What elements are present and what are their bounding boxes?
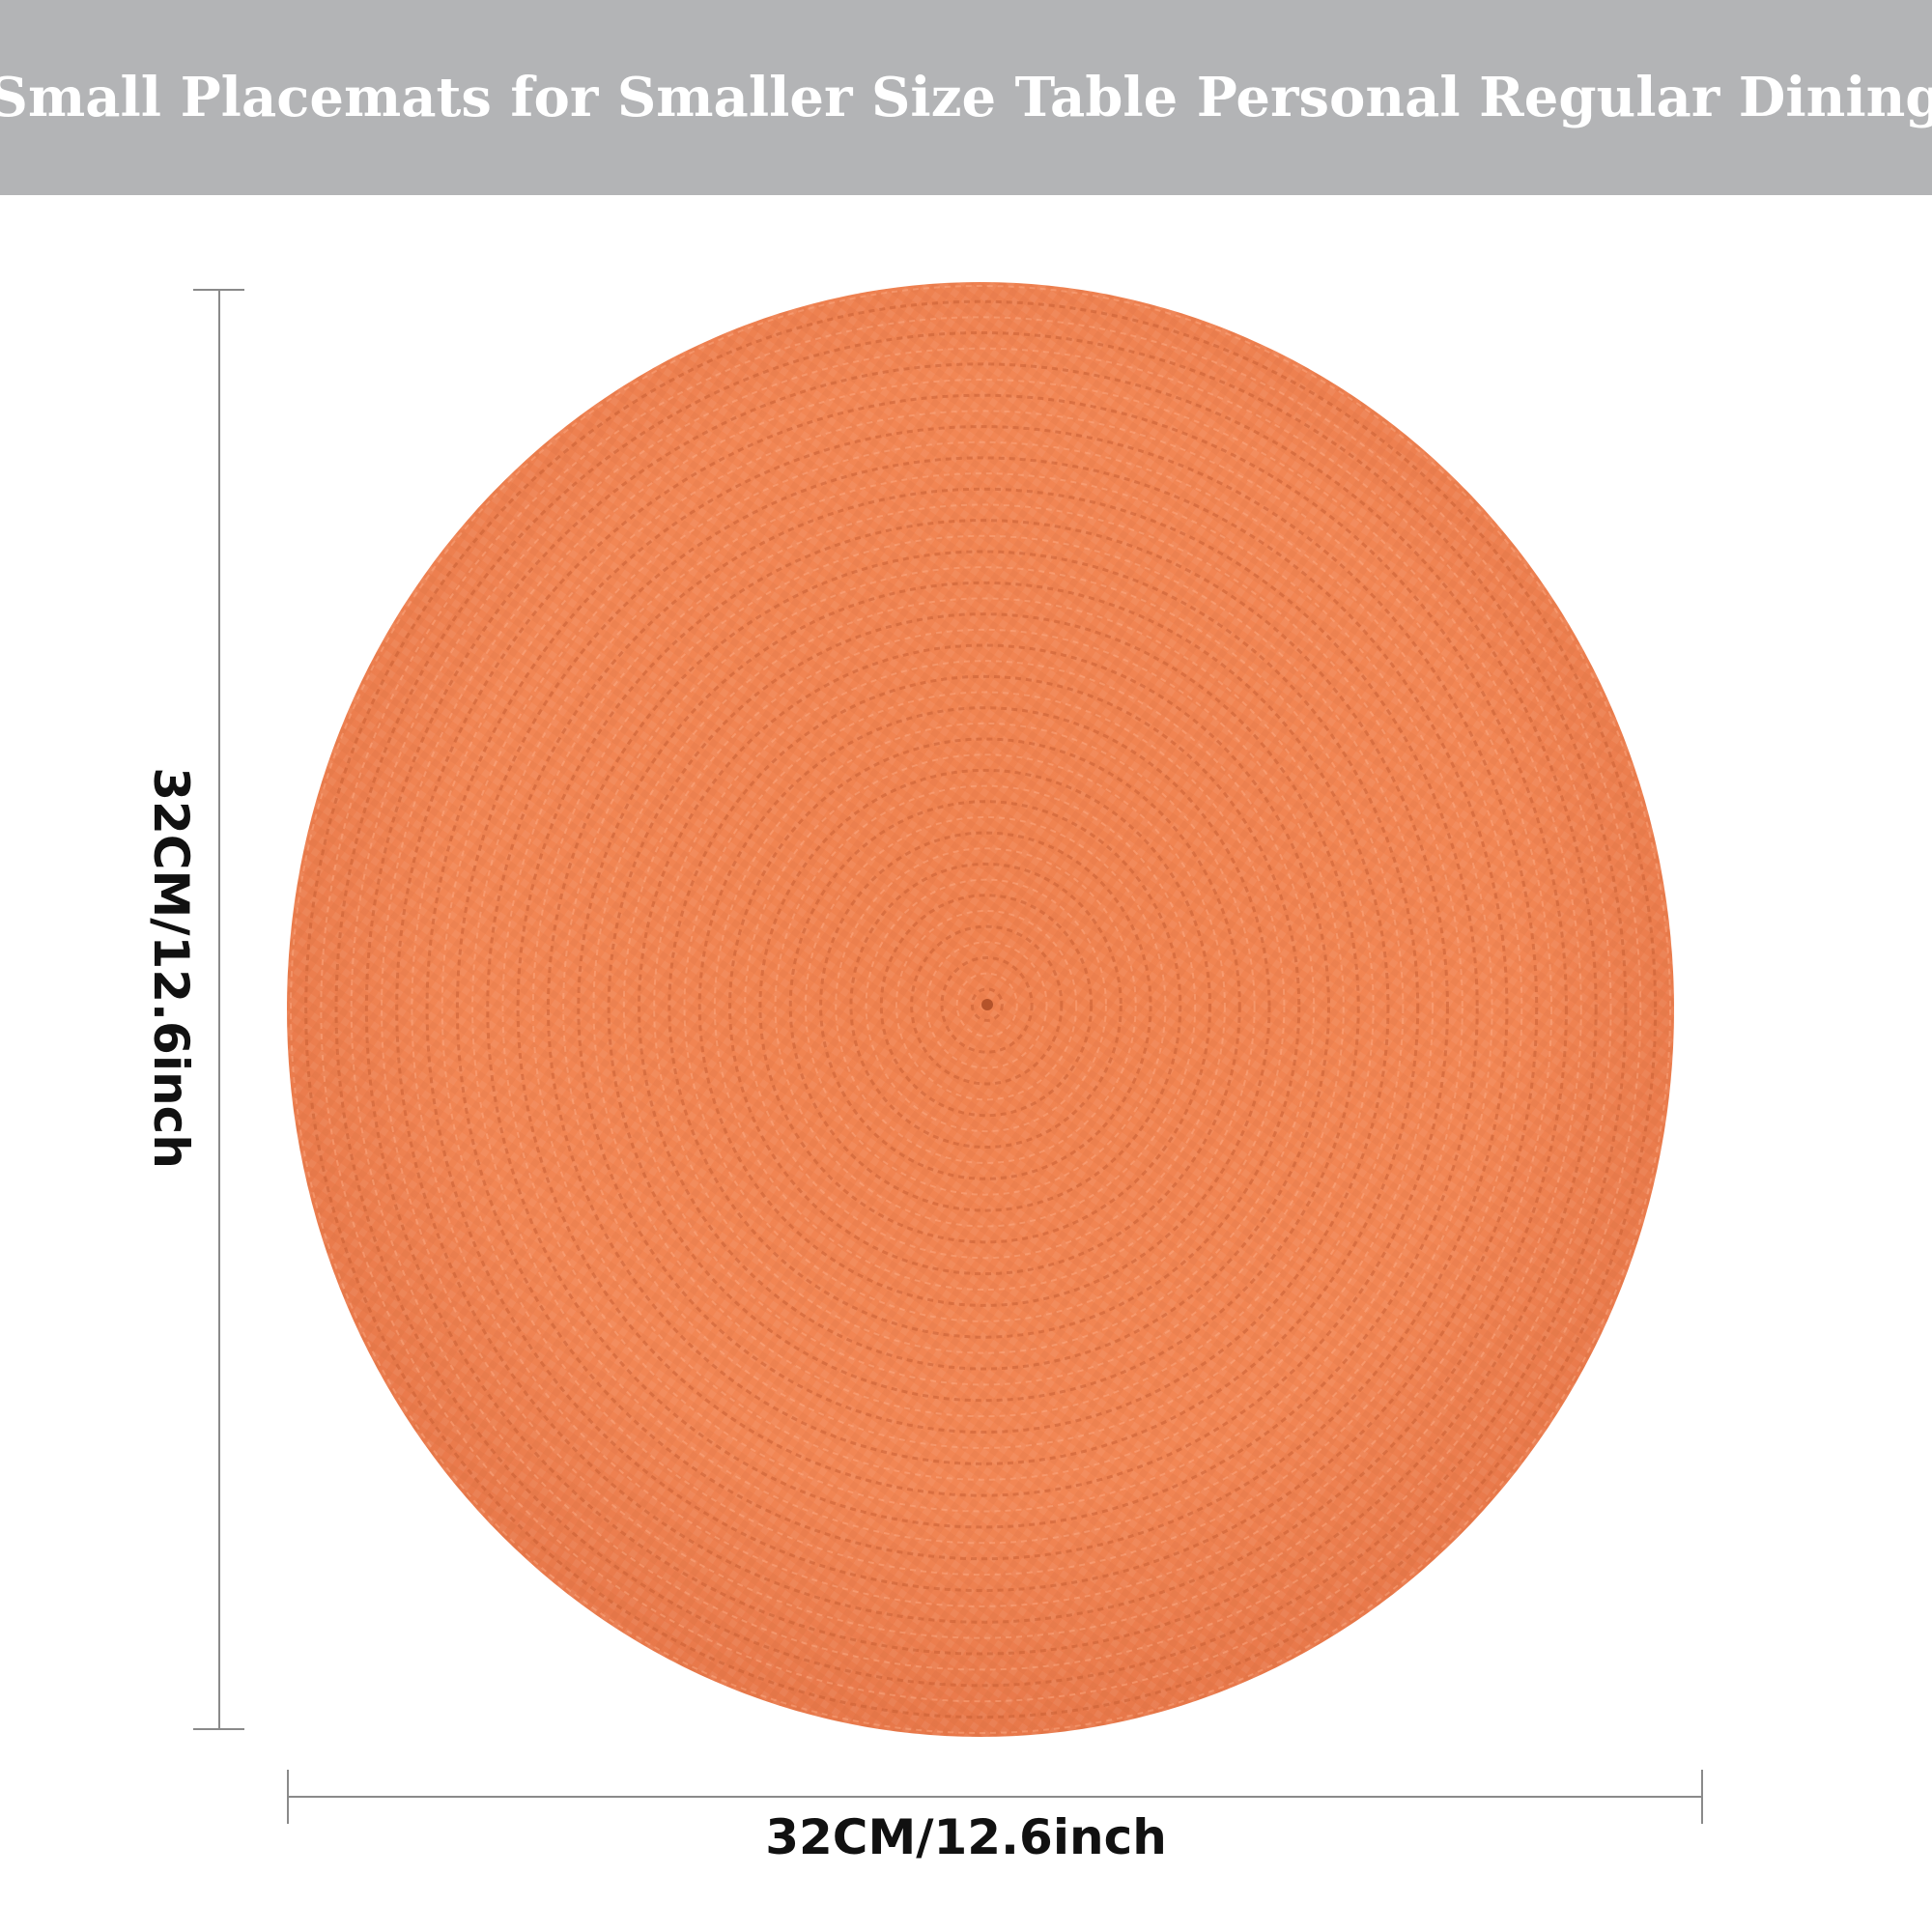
title-banner: Small Placemats for Smaller Size Table P… (0, 0, 1932, 195)
spiral-ring (653, 660, 1316, 1354)
spiral-ring (501, 503, 1463, 1513)
spiral-ring (925, 941, 1048, 1069)
spiral-ring (774, 784, 1197, 1228)
spiral-ring (350, 347, 1612, 1671)
spiral-ring (395, 393, 1568, 1624)
spiral-ring (425, 425, 1539, 1592)
spiral-ring (334, 331, 1628, 1688)
spiral-ring (865, 878, 1107, 1133)
spiral-ring (788, 800, 1182, 1212)
spiral-ring (290, 285, 1671, 1734)
spiral-ring (455, 456, 1509, 1561)
spiral-ring (516, 519, 1449, 1497)
spiral-ring (440, 440, 1523, 1577)
spiral-ring (411, 410, 1553, 1607)
spiral-ring (381, 379, 1582, 1639)
placemat (287, 282, 1674, 1737)
spiral-ring (364, 362, 1598, 1656)
spiral-ring (546, 550, 1420, 1465)
spiral-ring (668, 674, 1301, 1339)
spiral-ring (471, 472, 1493, 1545)
spiral-ring (622, 628, 1345, 1386)
placemat-center (981, 999, 993, 1010)
spiral-ring (758, 768, 1212, 1244)
spiral-ring (970, 987, 1004, 1022)
placemat-spiral-rings (290, 285, 1671, 1734)
spiral-ring (304, 299, 1658, 1719)
spiral-ring (697, 706, 1271, 1307)
width-dimension-line (287, 1770, 1703, 1824)
spiral-ring (607, 612, 1360, 1403)
spiral-ring (592, 597, 1375, 1418)
spiral-ring (728, 737, 1241, 1276)
spiral-ring (638, 643, 1330, 1371)
banner-title: Small Placemats for Smaller Size Table P… (0, 66, 1932, 129)
spiral-ring (835, 847, 1137, 1164)
height-dimension-line (193, 289, 244, 1730)
spiral-ring (895, 909, 1078, 1101)
spiral-ring (879, 894, 1094, 1118)
spiral-ring (804, 815, 1167, 1196)
spiral-ring (819, 831, 1152, 1180)
spiral-ring (531, 534, 1435, 1481)
width-dimension-label: 32CM/12.6inch (765, 1809, 1167, 1865)
spiral-ring (744, 753, 1226, 1260)
spiral-ring (683, 691, 1286, 1322)
spiral-ring (577, 581, 1390, 1435)
spiral-ring (940, 955, 1034, 1054)
spiral-ring (320, 316, 1642, 1703)
spiral-ring (486, 487, 1479, 1529)
spiral-ring (849, 862, 1122, 1150)
spiral-ring (955, 972, 1018, 1037)
height-dimension-label: 32CM/12.6inch (143, 767, 199, 1169)
spiral-ring (713, 722, 1256, 1292)
spiral-ring (910, 924, 1064, 1086)
spiral-ring (562, 566, 1405, 1449)
